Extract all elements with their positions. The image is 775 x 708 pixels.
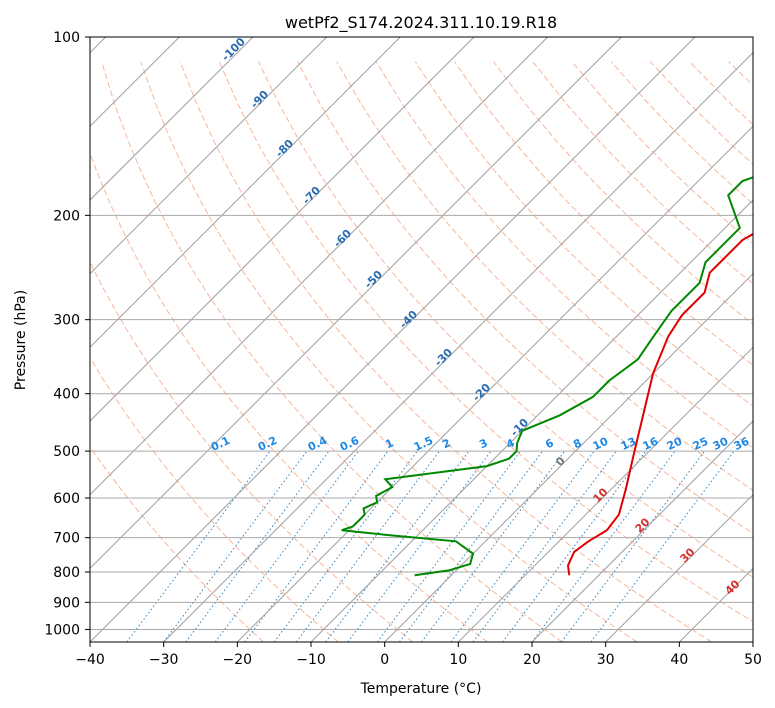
y-tick-label: 500 [53,444,80,460]
isotherm-line [310,199,753,642]
x-tick-label: 20 [523,652,541,668]
dry-adiabat [90,356,339,642]
mixing-ratio-label: 20 [665,435,685,453]
isotherm-line [90,37,475,422]
x-tick-label: 0 [380,652,389,668]
y-tick-label: 100 [53,30,80,46]
isotherm-line [163,51,753,642]
x-tick-label: 50 [744,652,762,668]
isotherm-line [90,37,401,349]
dry-adiabat [90,260,414,642]
mixing-ratio-label: 16 [641,435,661,453]
dry-adiabat [101,61,563,642]
x-tick-label: −20 [223,652,253,668]
x-tick-label: −30 [149,652,179,668]
x-tick-label: 30 [597,652,615,668]
y-tick-label: 1000 [44,622,80,638]
dry-adiabat [297,61,753,535]
dry-adiabat [90,151,488,642]
mixing-ratio-label: 30 [711,435,731,453]
mixing-ratio-label: 13 [619,435,638,453]
isotherm-line [531,420,753,642]
plot-frame [89,36,754,643]
dry-adiabat [336,61,753,491]
y-tick-label: 900 [53,595,80,611]
y-axis-label: Pressure (hPa) [13,290,29,390]
dry-adiabat [140,61,638,642]
isotherm-line [90,37,549,496]
isotherm-line [236,125,753,642]
mixing-ratio-label: 10 [591,435,611,453]
x-tick-label: 40 [670,652,688,668]
isotherm-line [90,37,254,201]
dry-adiabat [90,446,264,642]
isotherm-line [90,37,622,570]
x-axis-label: Temperature (°C) [360,681,482,697]
mixing-ratio-label: 36 [732,435,752,453]
y-tick-label: 200 [53,208,80,224]
isotherm-line [605,493,753,642]
temperature-profile [566,232,753,576]
y-tick-label: 400 [53,387,80,403]
isotherm-line [384,272,753,642]
mixing-ratio-label: 25 [691,435,710,453]
y-tick-label: 300 [53,313,80,329]
dewpoint-profile [341,176,753,577]
x-tick-label: −10 [296,652,326,668]
dry-adiabat [493,61,753,325]
dry-adiabat [453,61,753,366]
x-tick-label: 10 [449,652,467,668]
dry-adiabat [218,61,753,623]
y-tick-label: 700 [53,531,80,547]
isotherm-line [90,37,696,642]
y-tick-label: 600 [53,491,80,507]
y-tick-label: 800 [53,565,80,581]
isotherm-line [90,37,328,275]
chart-title: wetPf2_S174.2024.311.10.19.R18 [285,13,557,33]
x-tick-label: −40 [75,652,105,668]
isotherm-line [457,346,753,642]
